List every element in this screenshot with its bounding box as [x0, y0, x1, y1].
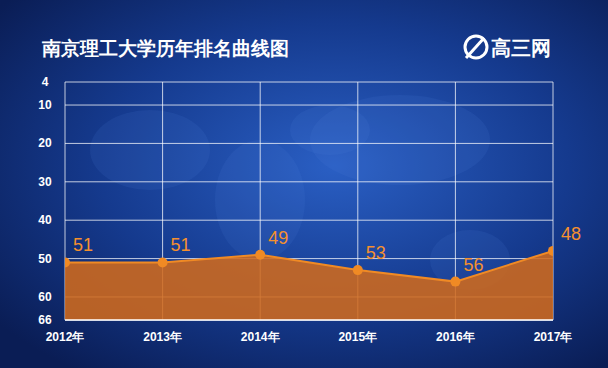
map-decoration	[90, 110, 210, 190]
y-tick-label: 50	[38, 252, 52, 266]
data-label: 56	[463, 255, 483, 275]
area	[65, 251, 553, 320]
line	[65, 251, 553, 282]
marker	[65, 257, 70, 267]
data-label: 51	[171, 235, 191, 255]
marker	[255, 250, 265, 260]
marker	[548, 246, 553, 256]
page: {"chart_data": {"type": "line", "title":…	[0, 0, 608, 368]
background	[0, 0, 608, 368]
y-tick-label: 60	[38, 290, 52, 304]
chart-svg: 4 10 20 30 40 50 60 66 2012年 2013年 2014年 2015年 2016年…	[0, 0, 608, 368]
data-group	[65, 246, 553, 320]
marker	[158, 257, 168, 267]
marker	[450, 277, 460, 287]
grid-line	[65, 320, 553, 321]
x-tick-label: 2016年	[436, 330, 475, 344]
grid-line	[65, 105, 553, 106]
y-tick-label: 30	[38, 175, 52, 189]
y-tick-label: 20	[38, 136, 52, 150]
x-axis-line	[65, 319, 553, 321]
x-tick-label: 2012年	[46, 330, 85, 344]
x-tick-label: 2015年	[338, 330, 377, 344]
data-label: 53	[366, 243, 386, 263]
logo-text: 高三网	[491, 36, 551, 60]
y-tick-label: 66	[38, 313, 52, 327]
logo-icon	[465, 36, 487, 58]
grid-line	[65, 143, 553, 144]
x-tick-label: 2014年	[241, 330, 280, 344]
y-tick-label: 4	[42, 75, 49, 89]
marker	[353, 265, 363, 275]
logo-icon	[466, 38, 484, 58]
data-label: 51	[73, 235, 93, 255]
y-tick-label: 10	[38, 98, 52, 112]
grid-line	[65, 220, 553, 221]
data-label: 48	[561, 224, 581, 244]
x-tick-label: 2017年	[534, 330, 573, 344]
title: 南京理工大学历年排名曲线图	[41, 37, 289, 59]
chart-container: 4 10 20 30 40 50 60 66 2012年 2013年 2014年 2015年 2016年…	[0, 0, 608, 368]
grid-line	[65, 82, 553, 83]
x-tick-label: 2013年	[143, 330, 182, 344]
data-label: 49	[268, 228, 288, 248]
y-tick-label: 40	[38, 213, 52, 227]
grid-line	[65, 181, 553, 182]
